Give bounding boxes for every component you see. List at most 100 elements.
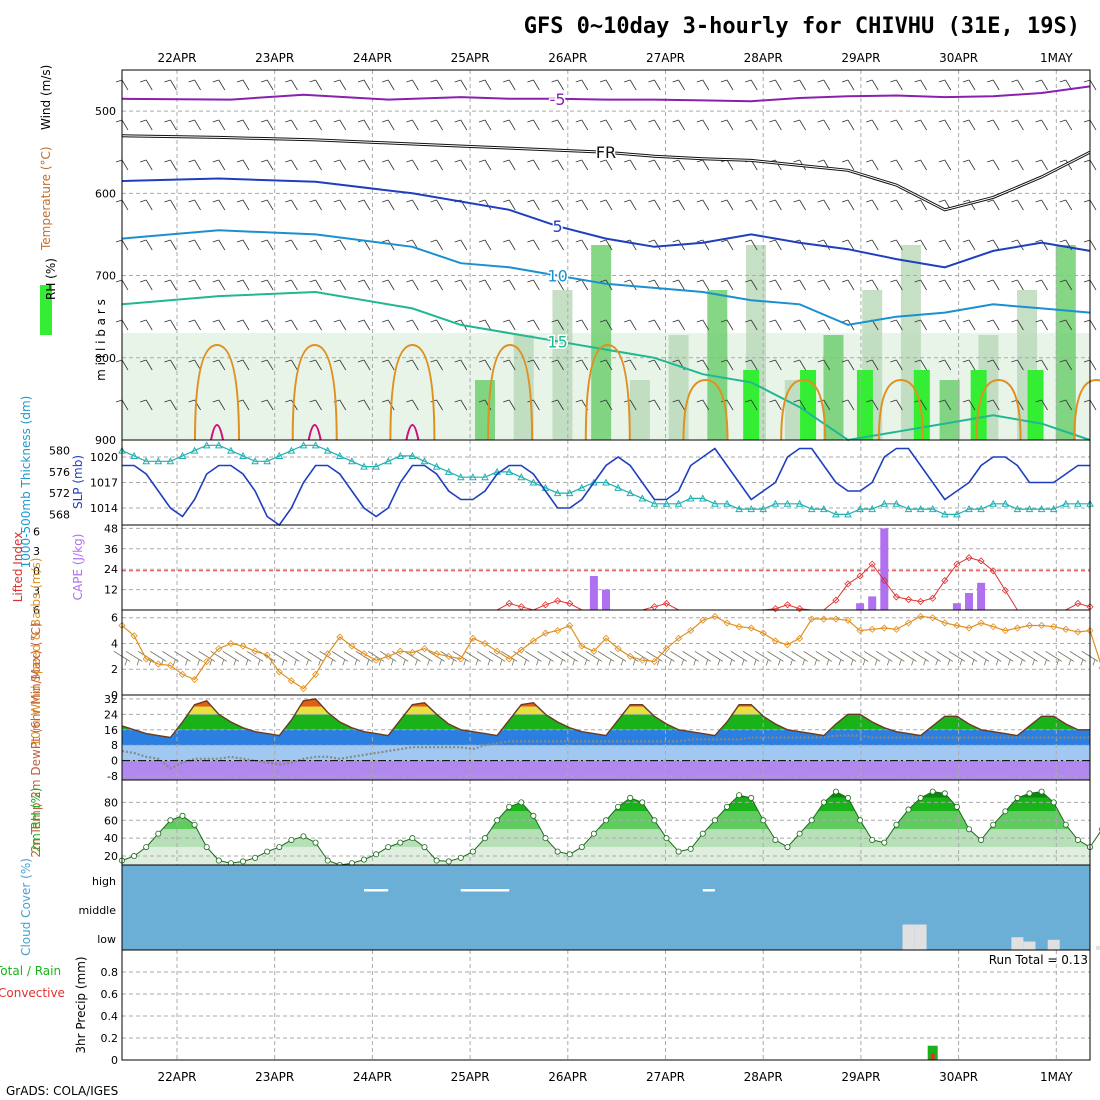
wind-speed-point [505,655,513,663]
wind-barb [987,399,1000,411]
thickness-point [420,457,429,465]
wind-barb [527,119,540,131]
thickness-point [202,441,211,449]
wind-barb [478,279,492,291]
wind-barb [745,399,758,411]
wind-speed-point [662,645,671,653]
thickness-point [795,499,804,507]
wind-barb [503,239,516,251]
rh-shade-column [629,380,650,440]
wind-barb [720,359,734,371]
wind-barb [212,79,226,91]
wind-speed-point [820,615,828,623]
warm-contour-loop [1073,378,1100,441]
wind-barb [720,279,734,291]
bottom-date-labels: 22APR 23APR 24APR 25APR 26APR 27APR 28APR 29APR… [157,1070,1073,1084]
temp-tick-8: 8 [111,739,118,752]
wind-speed-point [796,634,804,642]
wind-barb [333,199,347,211]
wind-barb [551,199,564,211]
wind-barb [430,119,443,131]
thickness-point [178,451,187,459]
warm-contour-loop [780,378,827,441]
precip-side-total: Total / Rain [0,964,61,978]
hot-contour-loop [210,424,224,441]
wind-barb [696,119,710,131]
thickness-point [323,446,332,454]
rh-point [191,821,198,828]
low-cloud-bar [914,924,927,950]
run-total: Run Total = 0.13 [989,953,1088,967]
wind-barb [309,279,322,291]
wind-speed-point [360,650,368,658]
wind-barb [551,359,564,371]
wind-barb [164,119,177,131]
rh-point [518,799,525,806]
thickness-point [1025,505,1034,513]
upper-ylabel: m i l l i b a r s [94,299,108,381]
surface-barb [706,651,724,666]
wind-barb [866,119,879,131]
rh-point [143,844,150,851]
thickness-point [686,494,695,502]
wind-barb [261,199,274,211]
wind-speed-point [142,655,150,663]
thickness-point [590,478,598,486]
temp-band [122,706,1090,715]
top-date-22APR: 22APR [157,51,196,65]
wind-barb [1059,319,1073,331]
wind-barb [745,119,758,131]
wind-speed-point [880,624,888,632]
wind-barb [503,199,516,211]
wind-barb [309,199,322,211]
rh-point [893,821,900,828]
wind-barb [527,319,540,331]
rh-point [457,854,464,861]
rh-point [276,844,283,851]
warm-contour-loop [291,343,338,441]
wind-barb [914,279,927,291]
thickness-point [1049,505,1058,513]
wind-barb [817,279,831,291]
wind-speed-point [783,641,792,649]
wind-barb [527,359,540,371]
wind-barb [769,79,782,91]
thickness-point [565,489,574,497]
thickness-point [529,478,538,486]
wind-barb [382,279,395,291]
thickness-point [904,505,913,513]
wind-barb [478,399,492,411]
thickness-point [517,473,526,481]
surface-barb [597,651,615,666]
bottom-date-1MAY: 1MAY [1040,1070,1073,1084]
wind-barb [696,279,710,291]
wind-barb [285,359,298,371]
rh-point [760,817,767,824]
wind-barb [575,239,589,251]
rh-shade-column [707,290,728,440]
thickness-point [275,451,284,459]
slp-left-label: 1000-500mb Thickness (dm) [19,396,33,569]
thickness-point [868,505,877,513]
wind-barb [599,159,613,171]
wind-barb [430,199,443,211]
upper-ytick-700: 700 [95,270,116,283]
rh-shade-column [475,380,495,440]
surface-barb [658,651,675,666]
wind-barb [430,279,443,291]
thickness-point [299,441,308,449]
bottom-date-26APR: 26APR [548,1070,587,1084]
wind-speed-point [493,647,501,655]
wind-barb [672,119,685,131]
thickness-tick-572: 572 [49,487,70,500]
wind-barb [672,199,685,211]
upper-side-labels: RH (%) Temperature (°C) Wind (m/s) [39,65,58,300]
wind-speed-point [941,619,949,627]
precip-label: 3hr Precip (mm) [74,956,88,1053]
surface-barb [488,651,506,666]
rh-shade-column [668,335,689,440]
thickness-point [674,499,683,507]
wind-speed-point [1038,621,1046,630]
wind-barb [406,359,419,371]
wind-speed-point [420,645,429,653]
